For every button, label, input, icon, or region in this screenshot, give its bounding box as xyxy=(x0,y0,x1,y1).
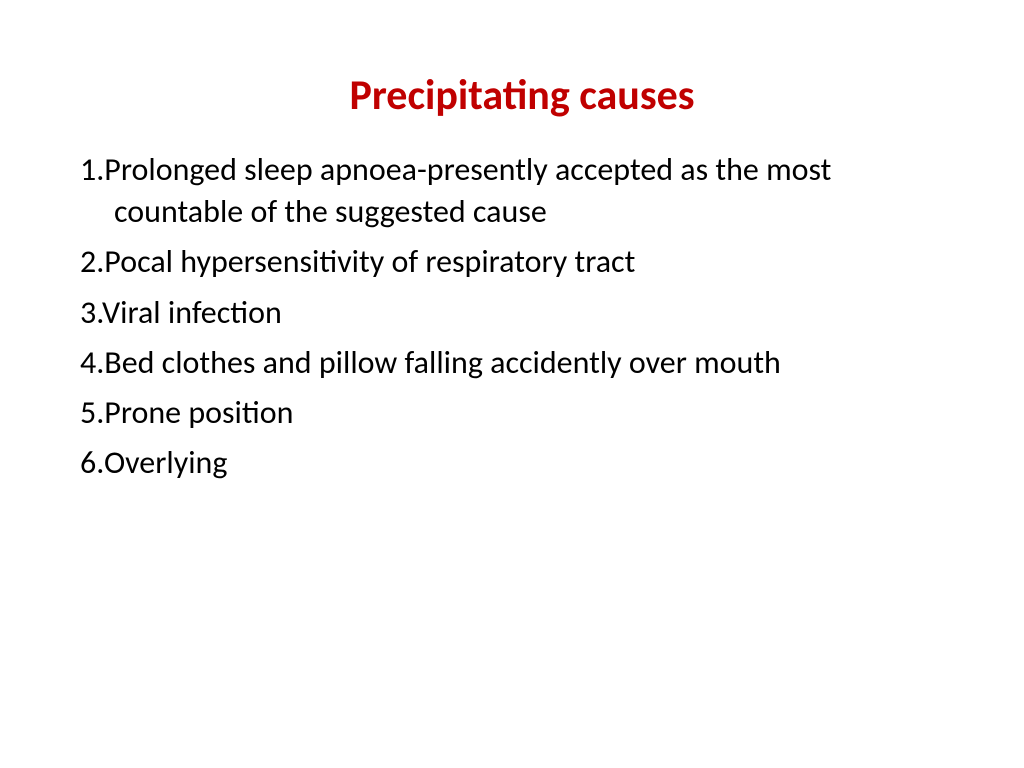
causes-list: 1.Prolonged sleep apnoea-presently accep… xyxy=(80,149,964,485)
list-item: 4.Bed clothes and pillow falling acciden… xyxy=(80,342,964,384)
item-number: 1. xyxy=(80,150,104,189)
item-number: 6. xyxy=(80,443,104,482)
list-item: 5.Prone position xyxy=(80,392,964,434)
list-item: 1.Prolonged sleep apnoea-presently accep… xyxy=(80,149,964,233)
item-number: 4. xyxy=(80,343,104,382)
list-item: 3.Viral infection xyxy=(80,292,964,334)
item-text: Pocal hypersensitivity of respiratory tr… xyxy=(104,242,635,281)
item-text: Prolonged sleep apnoea-presently accepte… xyxy=(104,150,831,231)
item-number: 5. xyxy=(80,393,104,432)
item-text: Prone position xyxy=(104,393,293,432)
item-text: Bed clothes and pillow falling accidentl… xyxy=(104,343,781,382)
list-item: 6.Overlying xyxy=(80,442,964,484)
item-number: 3. xyxy=(80,293,102,332)
list-item: 2.Pocal hypersensitivity of respiratory … xyxy=(80,241,964,283)
item-number: 2. xyxy=(80,242,104,281)
page-title: Precipitating causes xyxy=(80,70,964,121)
slide: Precipitating causes 1.Prolonged sleep a… xyxy=(0,0,1024,768)
item-text: Viral infection xyxy=(102,293,282,332)
item-text: Overlying xyxy=(104,443,227,482)
